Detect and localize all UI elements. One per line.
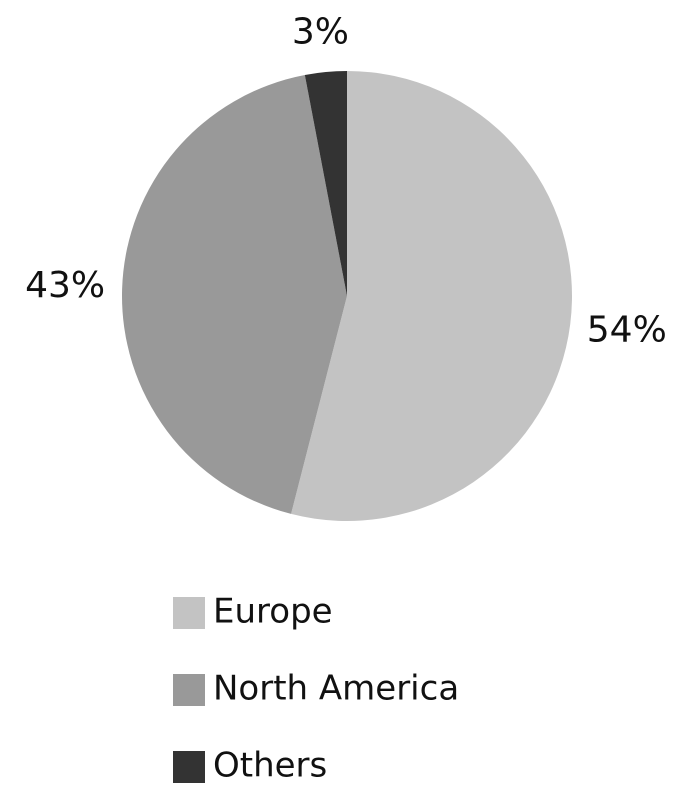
value-label: 43%	[25, 265, 105, 306]
legend-label: North America	[213, 669, 459, 709]
legend-swatch	[173, 674, 205, 706]
value-label: 54%	[587, 309, 667, 350]
legend-label: Others	[213, 746, 327, 786]
legend-label: Europe	[213, 592, 333, 632]
pie-slice	[291, 71, 572, 522]
value-label: 3%	[292, 11, 349, 52]
legend-swatch	[173, 751, 205, 783]
pie-slice	[304, 71, 347, 296]
pie-slice	[122, 74, 347, 514]
legend-swatch	[173, 597, 205, 629]
